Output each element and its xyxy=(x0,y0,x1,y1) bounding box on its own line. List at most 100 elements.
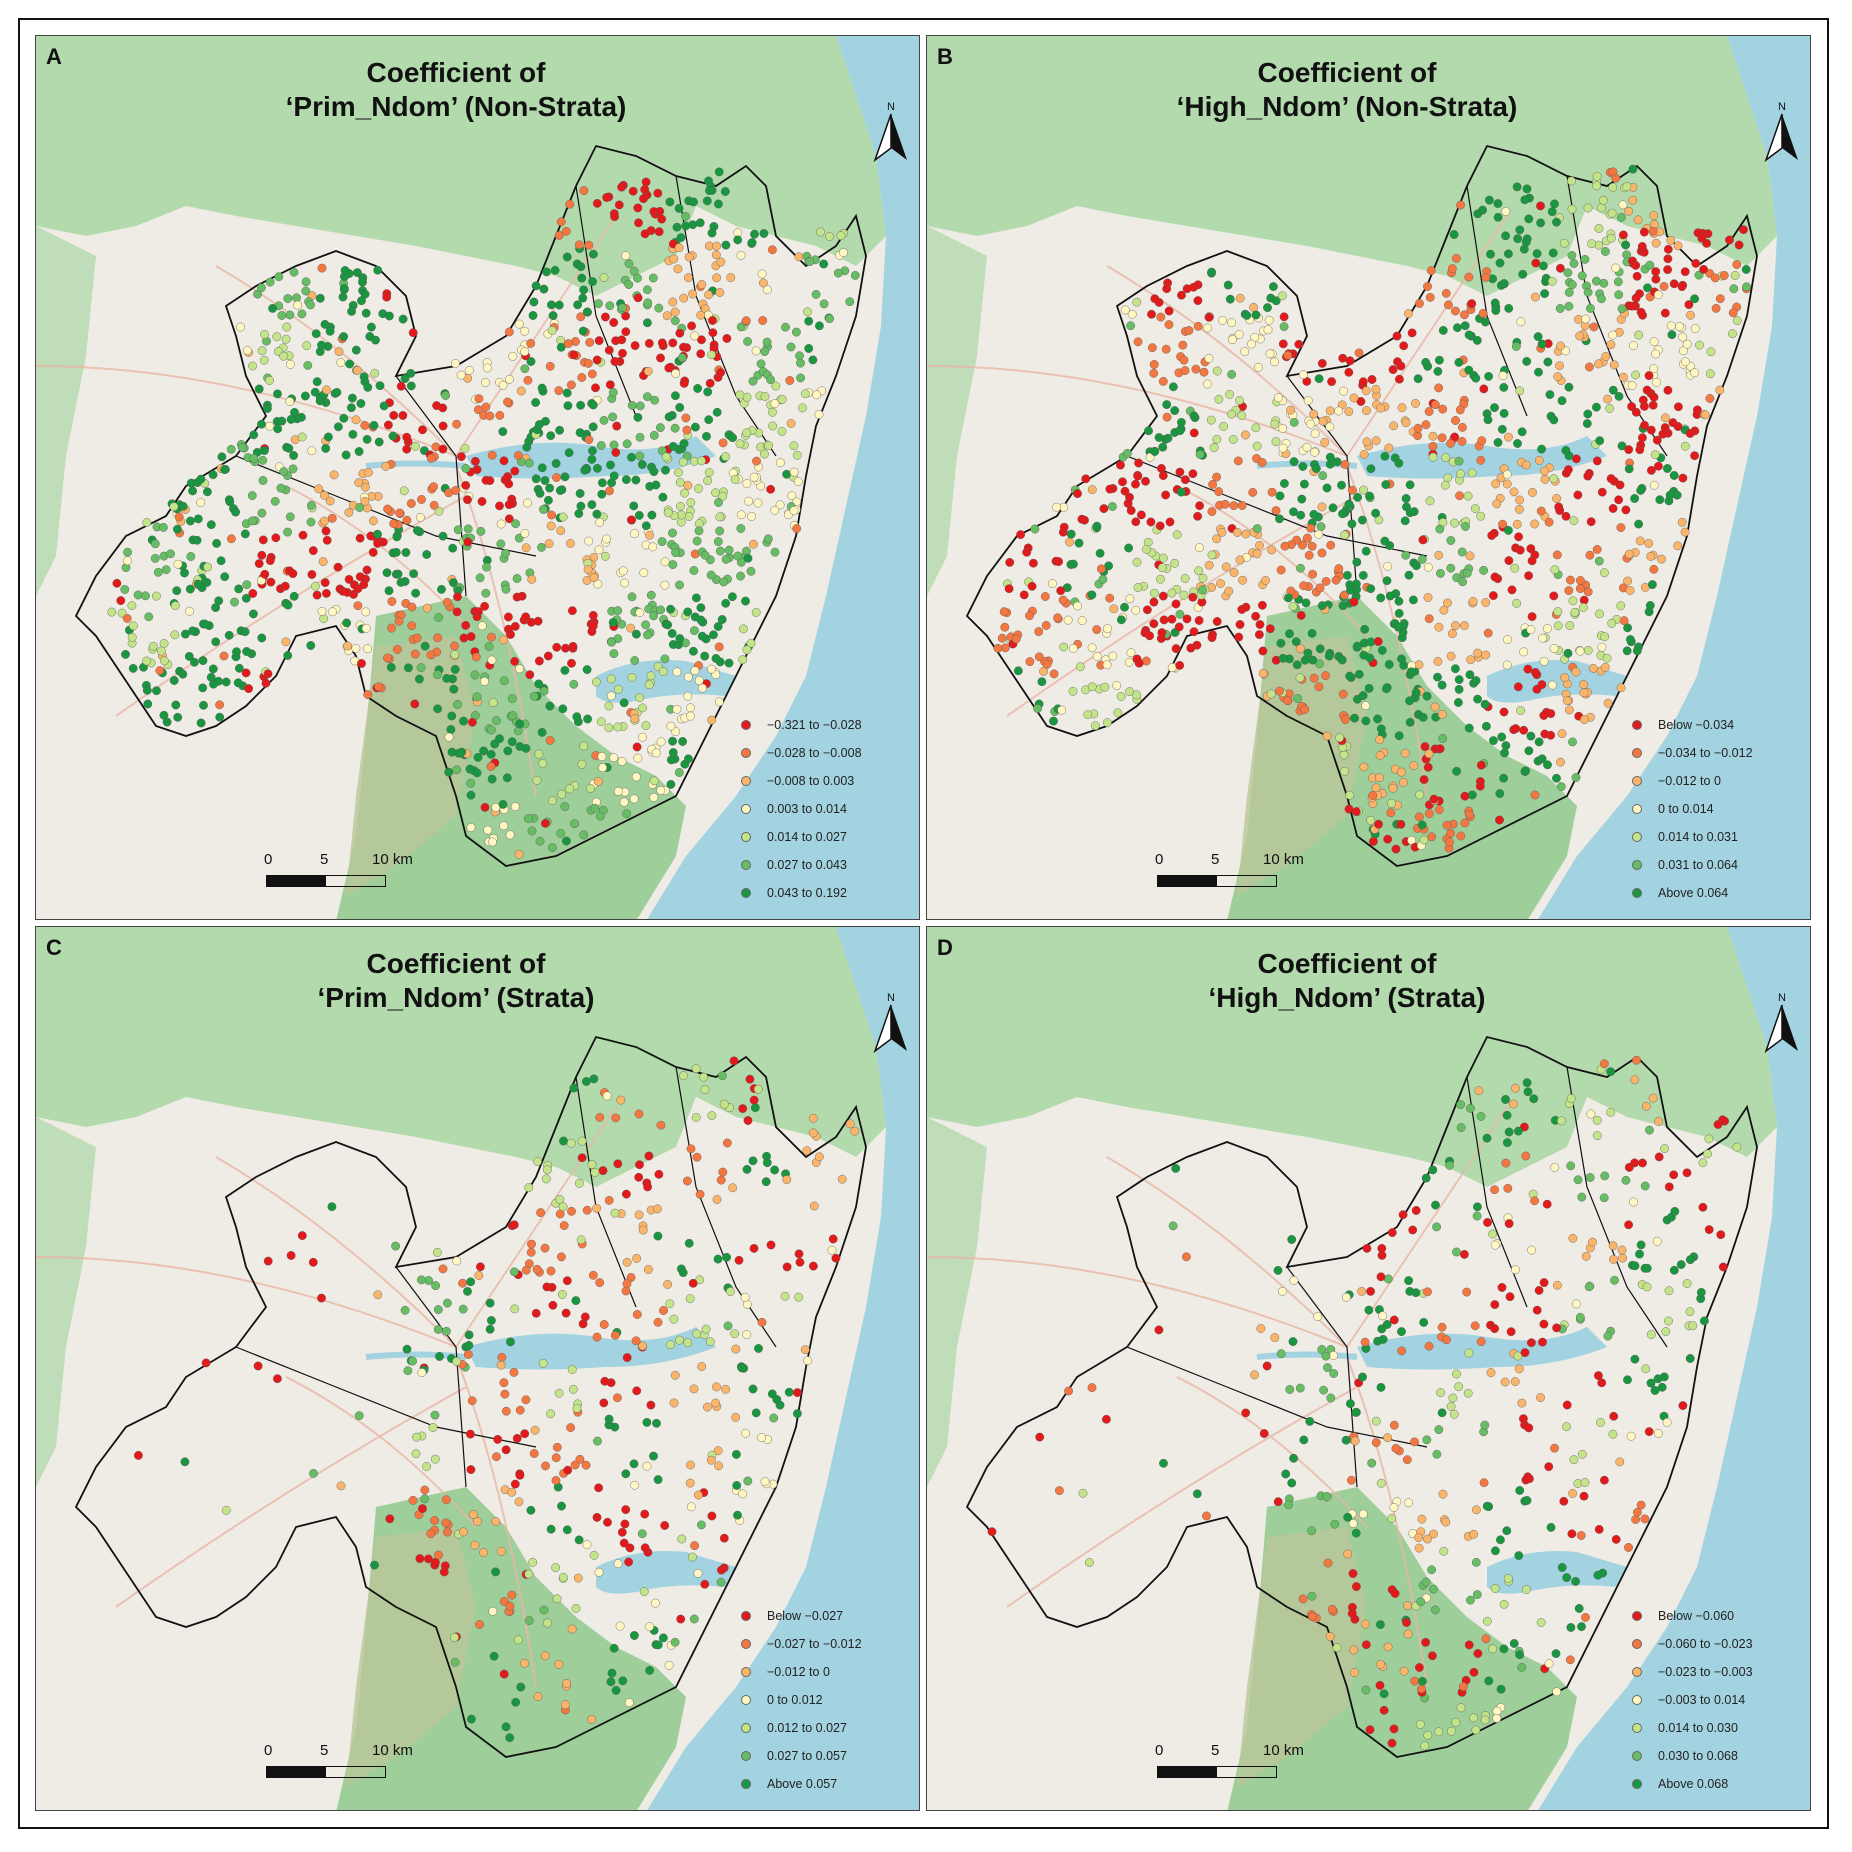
park-north xyxy=(927,36,1777,296)
property-point xyxy=(1438,404,1448,414)
property-point xyxy=(1407,836,1416,845)
property-point xyxy=(248,609,258,619)
property-point xyxy=(152,591,161,601)
property-point xyxy=(1307,1591,1317,1601)
property-point xyxy=(1666,321,1676,331)
property-point xyxy=(198,683,208,693)
property-point xyxy=(1371,1416,1381,1426)
property-point xyxy=(1124,543,1134,553)
property-point xyxy=(546,1524,556,1534)
property-point xyxy=(646,671,656,681)
property-point xyxy=(1648,580,1657,589)
property-point xyxy=(1534,367,1543,377)
property-point xyxy=(1493,438,1503,447)
property-point xyxy=(1455,491,1464,501)
property-point xyxy=(558,512,568,522)
property-point xyxy=(1280,541,1290,551)
property-point xyxy=(761,1177,771,1187)
property-point xyxy=(641,521,651,531)
property-point xyxy=(1322,1492,1331,1501)
property-point xyxy=(1617,441,1627,451)
property-point xyxy=(747,238,757,248)
property-point xyxy=(1092,521,1102,531)
property-point xyxy=(336,358,346,367)
property-point xyxy=(1484,1676,1494,1686)
property-point xyxy=(526,1247,536,1257)
property-point xyxy=(605,380,615,390)
property-point xyxy=(447,711,457,721)
property-point xyxy=(1543,357,1553,367)
property-point xyxy=(993,643,1003,653)
property-point xyxy=(185,606,194,616)
property-point xyxy=(704,415,714,425)
property-point xyxy=(493,1435,503,1444)
property-point xyxy=(1638,395,1648,405)
property-point xyxy=(1464,1640,1474,1650)
property-point xyxy=(1358,691,1368,700)
property-point xyxy=(1624,549,1634,559)
property-point xyxy=(819,299,829,309)
property-point xyxy=(1442,1335,1451,1345)
property-point xyxy=(1271,506,1281,515)
property-point xyxy=(684,512,694,521)
property-point xyxy=(383,653,392,663)
property-point xyxy=(1390,1589,1400,1598)
property-point xyxy=(1189,282,1198,292)
property-point xyxy=(781,322,790,332)
property-point xyxy=(1437,710,1447,719)
property-point xyxy=(594,1483,603,1493)
property-point xyxy=(1624,1162,1634,1172)
property-point xyxy=(1212,472,1221,482)
property-point xyxy=(1329,1351,1338,1360)
property-point xyxy=(548,311,558,320)
property-point xyxy=(770,547,780,557)
property-point xyxy=(1437,680,1447,690)
property-point xyxy=(1107,502,1117,511)
property-point xyxy=(711,1398,720,1408)
property-point xyxy=(1171,599,1181,609)
property-point xyxy=(610,1208,620,1218)
property-point xyxy=(1673,541,1683,551)
property-point xyxy=(1416,1597,1426,1607)
property-point xyxy=(1502,1110,1512,1120)
property-point xyxy=(285,359,295,369)
property-point xyxy=(537,463,547,473)
property-point xyxy=(668,297,678,307)
property-point xyxy=(1684,300,1694,309)
property-point xyxy=(677,1534,687,1544)
property-point xyxy=(1477,436,1487,446)
property-point xyxy=(507,1590,517,1600)
property-point xyxy=(1284,1500,1293,1510)
property-point xyxy=(1625,586,1635,595)
property-point xyxy=(1470,504,1480,513)
property-point xyxy=(1250,1370,1259,1380)
property-point xyxy=(1059,642,1069,652)
property-point xyxy=(1540,289,1549,299)
property-point xyxy=(1433,366,1443,376)
property-point xyxy=(1389,1503,1399,1512)
property-point xyxy=(1567,280,1577,290)
property-point xyxy=(1730,271,1740,280)
property-point xyxy=(1309,509,1319,519)
property-point xyxy=(1298,1594,1308,1604)
property-point xyxy=(1570,607,1580,617)
property-point xyxy=(1156,312,1166,322)
property-point xyxy=(569,350,579,360)
property-point xyxy=(1623,623,1632,633)
study-area-boundary xyxy=(965,144,1758,867)
property-point xyxy=(545,736,555,745)
property-point xyxy=(491,716,501,725)
property-point xyxy=(1631,407,1641,417)
property-point xyxy=(540,476,550,485)
property-point xyxy=(1366,464,1376,474)
property-point xyxy=(1718,1115,1727,1125)
property-point xyxy=(466,778,476,788)
property-point xyxy=(1654,1152,1664,1162)
legend-label: −0.027 to −0.012 xyxy=(767,1637,862,1651)
property-point xyxy=(466,1277,476,1287)
property-point xyxy=(1621,505,1631,515)
property-point xyxy=(352,268,362,278)
property-point xyxy=(1616,212,1626,222)
property-point xyxy=(392,645,402,654)
park-north xyxy=(36,36,886,296)
